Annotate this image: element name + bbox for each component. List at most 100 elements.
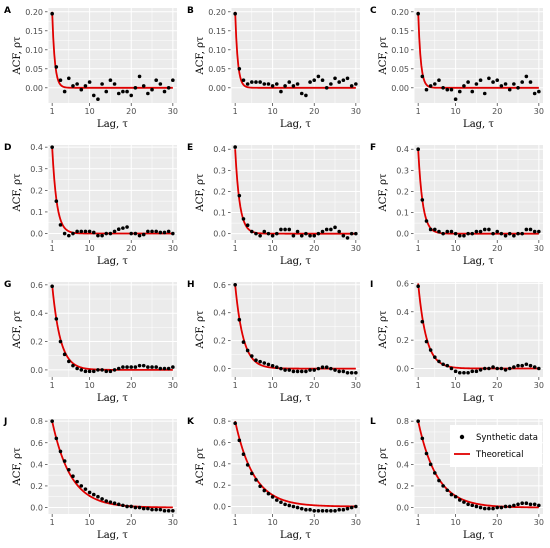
data-point [416, 284, 420, 289]
data-point [279, 227, 283, 232]
panel-c: 0.00 0.05 0.10 0.15 0.20 1 10 20 30 C Lag, τ ACF, ρ… [370, 6, 544, 130]
y-tick-label: 0.4 [30, 143, 43, 152]
data-point [154, 78, 158, 82]
panel-i: 0.0 0.2 0.4 0.6 1 10 20 30 I Lag, τ ACF, ρτ [370, 279, 544, 404]
data-point [312, 368, 317, 372]
data-point [54, 317, 59, 321]
data-point [482, 91, 487, 96]
data-point [133, 231, 138, 236]
data-point [503, 82, 508, 86]
data-point [462, 84, 466, 88]
data-point [79, 87, 84, 92]
data-point [349, 231, 354, 236]
data-point [499, 231, 504, 236]
data-point [108, 369, 113, 374]
data-point [87, 229, 92, 234]
data-point [266, 491, 271, 496]
data-point [433, 227, 437, 232]
y-tick-label: 0.8 [30, 417, 43, 426]
y-tick-label: 0.6 [213, 438, 226, 447]
data-point [316, 231, 321, 236]
data-point [116, 91, 121, 96]
data-point [104, 231, 109, 236]
y-tick-label: 0.2 [30, 186, 43, 195]
y-tick-label: 0.15 [208, 27, 226, 36]
y-axis-title: ACF, ρτ [195, 447, 206, 486]
data-point [254, 231, 258, 236]
x-tick-label: 20 [309, 381, 319, 390]
data-point [158, 230, 163, 235]
data-point [416, 419, 420, 423]
panel-background [48, 419, 177, 514]
data-point [291, 233, 296, 238]
data-point [295, 369, 300, 374]
data-point [478, 78, 483, 82]
data-point [50, 145, 54, 149]
data-point [137, 363, 142, 368]
data-point [258, 80, 262, 84]
data-point [108, 231, 113, 236]
data-point [503, 504, 508, 509]
data-point [87, 369, 92, 374]
x-tick-label: 10 [268, 518, 278, 527]
y-tick-label: 0.0 [30, 366, 43, 375]
data-point [495, 505, 500, 510]
data-point [308, 507, 312, 512]
y-axis-title: ACF, ρτ [378, 173, 389, 212]
data-point [466, 80, 470, 84]
data-point [54, 436, 59, 441]
x-axis-title: Lag, τ [97, 393, 128, 404]
data-point [245, 223, 250, 228]
data-point [150, 507, 154, 512]
data-point [146, 229, 150, 234]
data-point [262, 488, 267, 493]
x-tick-label: 1 [50, 381, 55, 390]
data-point [258, 233, 262, 238]
data-point [100, 497, 104, 501]
data-point [237, 67, 242, 71]
data-point [304, 369, 308, 374]
y-axis-title: ACF, ρτ [12, 447, 23, 486]
data-point [462, 233, 466, 238]
data-point [512, 82, 516, 86]
data-point [441, 484, 445, 488]
y-tick-label: 0.1 [30, 208, 43, 217]
data-point [96, 97, 100, 101]
data-point [457, 370, 462, 375]
data-point [75, 366, 79, 371]
x-axis-title: Lag, τ [97, 530, 128, 541]
data-point [104, 499, 109, 503]
data-point [433, 471, 437, 475]
data-point [512, 503, 516, 508]
data-point [158, 366, 163, 371]
data-point [304, 93, 308, 98]
legend-label: Synthetic data [476, 433, 538, 443]
data-point [491, 506, 495, 511]
data-point [158, 82, 163, 86]
data-point [516, 502, 520, 507]
data-point [133, 86, 138, 90]
data-point [125, 225, 129, 229]
panel-background [414, 145, 543, 240]
data-point [129, 93, 134, 98]
data-point [96, 494, 100, 499]
data-point [437, 229, 441, 234]
data-point [266, 362, 271, 367]
data-point [58, 339, 63, 344]
data-point [345, 506, 350, 511]
data-point [516, 86, 520, 90]
data-point [258, 484, 262, 489]
data-point [75, 479, 79, 484]
y-tick-label: 0.4 [396, 145, 409, 154]
data-point [133, 505, 138, 510]
data-point [291, 84, 296, 88]
panel-letter: J [3, 417, 7, 427]
panel-background [414, 8, 543, 103]
data-point [287, 80, 292, 84]
data-point [457, 233, 462, 238]
y-tick-label: 0.2 [396, 187, 409, 196]
data-point [512, 365, 516, 369]
x-tick-label: 1 [233, 518, 238, 527]
x-tick-label: 30 [168, 244, 178, 253]
y-tick-label: 0.0 [30, 230, 43, 239]
